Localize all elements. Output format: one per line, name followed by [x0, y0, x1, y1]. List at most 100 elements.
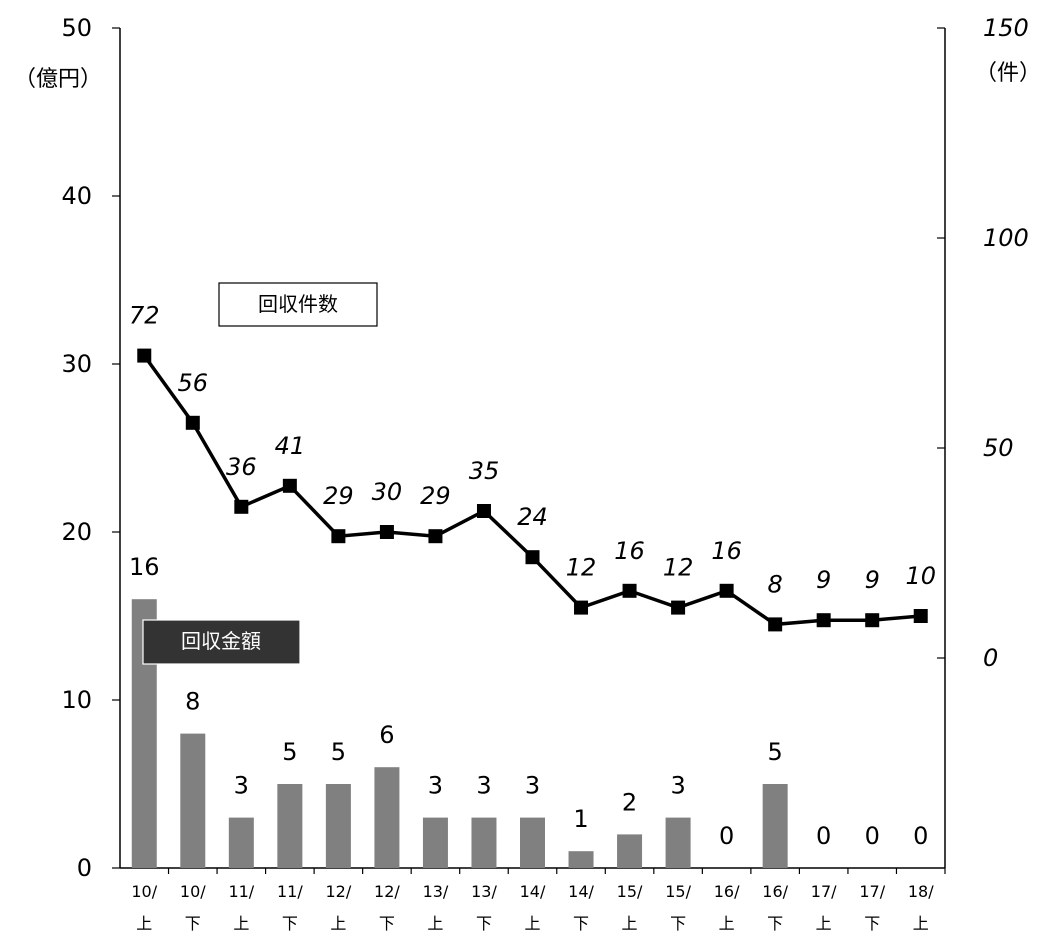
x-tick-label: 11/	[228, 882, 254, 901]
x-tick-label: 17/	[811, 882, 837, 901]
left-tick-label: 10	[61, 686, 92, 714]
x-tick-label: 13/	[471, 882, 497, 901]
legend-bar-box	[142, 619, 301, 665]
line-marker	[622, 583, 637, 598]
line-data-label: 29	[420, 482, 451, 510]
x-tick-label: 13/	[423, 882, 449, 901]
bar-series	[131, 599, 788, 868]
x-tick-label-half: 上	[622, 914, 638, 933]
line-marker	[282, 478, 297, 493]
bar-data-label: 8	[185, 688, 200, 716]
x-tick-label-half: 上	[913, 914, 929, 933]
bar-data-label: 0	[816, 822, 831, 850]
bar-data-label: 3	[670, 772, 685, 800]
x-tick-label-half: 下	[670, 914, 686, 933]
x-tick-label-half: 上	[136, 914, 152, 933]
line-marker	[428, 529, 443, 544]
left-tick-label: 40	[61, 182, 92, 210]
bar	[520, 817, 545, 868]
bar	[277, 784, 303, 868]
x-tick-label-half: 下	[185, 914, 201, 933]
left-tick-label: 30	[61, 350, 92, 378]
line-marker	[865, 613, 880, 628]
line-data-label: 16	[614, 537, 645, 565]
bar-data-label: 3	[476, 772, 491, 800]
line-series	[137, 348, 928, 632]
right-tick-label: 150	[983, 14, 1029, 42]
line-data-label: 12	[566, 554, 597, 582]
bar	[617, 834, 643, 868]
x-tick-label-half: 上	[330, 914, 346, 933]
x-tick-label: 10/	[180, 882, 206, 901]
x-tick-label: 16/	[714, 882, 740, 901]
bar	[325, 784, 351, 868]
line-marker	[574, 600, 589, 615]
x-tick-label-half: 下	[573, 914, 589, 933]
line-marker	[476, 504, 491, 518]
bar	[422, 817, 448, 868]
right-axis-unit: （件）	[975, 61, 1041, 86]
x-tick-label: 12/	[374, 882, 400, 901]
x-tick-label: 11/	[277, 882, 303, 901]
x-tick-label-half: 下	[864, 914, 880, 933]
bar	[471, 817, 497, 868]
line-data-label: 9	[816, 566, 831, 594]
bar-data-label: 1	[573, 805, 588, 833]
line-marker	[185, 415, 200, 430]
line-data-label: 29	[323, 482, 354, 510]
bar-data-label: 16	[129, 553, 160, 581]
x-tick-label-half: 上	[719, 914, 735, 933]
line-marker	[331, 529, 346, 544]
bar-data-label: 0	[719, 822, 734, 850]
x-tick-label: 14/	[568, 882, 594, 901]
x-tick-label-half: 上	[427, 914, 443, 933]
line-data-label: 8	[768, 570, 783, 598]
bar	[665, 817, 691, 868]
bar-data-label: 5	[331, 738, 346, 766]
right-tick-label: 100	[983, 224, 1029, 252]
line-marker	[137, 348, 152, 363]
right-tick-label: 0	[983, 644, 998, 672]
x-tick-label: 12/	[326, 882, 352, 901]
line-data-label: 30	[372, 478, 403, 506]
right-ticks: 0 50 100 150	[937, 14, 1029, 672]
line-marker	[719, 583, 734, 598]
line-data-label: 72	[129, 302, 160, 330]
x-tick-label: 16/	[762, 882, 788, 901]
x-tick-label-half: 下	[767, 914, 783, 933]
x-tick-label-half: 下	[476, 914, 492, 933]
legend-line-box	[218, 282, 378, 327]
bar	[568, 851, 594, 868]
legend-bar-label: 回収金額	[181, 629, 261, 653]
x-tick-label: 15/	[665, 882, 691, 901]
bar	[228, 817, 254, 868]
line-marker	[525, 550, 540, 565]
x-ticks: 10/上 10/下 11/上 11/下 12/上 12/下 13/上 13/下 14/上 14/下…	[131, 868, 946, 933]
line-marker	[913, 609, 928, 623]
line-data-label: 24	[517, 503, 548, 531]
line-labels: 72 56 36 41 29 30 29 35 24 12 16 12 16 8 9 9 10	[129, 302, 936, 599]
line-marker	[379, 525, 394, 539]
line-marker	[671, 600, 686, 615]
bar	[374, 767, 400, 868]
left-axis-unit: （億円）	[14, 67, 102, 92]
right-tick-label: 50	[983, 434, 1014, 462]
bar-data-label: 5	[282, 738, 297, 766]
bar-data-label: 6	[379, 721, 394, 749]
bar	[762, 784, 788, 868]
line-data-label: 36	[226, 453, 257, 481]
axes: （億円） （件）	[14, 28, 1041, 869]
legend-line: 回収件数	[218, 282, 378, 327]
line-data-label: 56	[178, 369, 209, 397]
x-tick-label: 10/	[131, 882, 157, 901]
bar-data-label: 2	[622, 788, 637, 816]
x-tick-label-half: 上	[524, 914, 540, 933]
line-marker	[234, 499, 249, 514]
line-marker	[816, 613, 831, 628]
x-tick-label: 18/	[908, 882, 934, 901]
bar-data-label: 3	[234, 772, 249, 800]
bar-data-label: 5	[768, 738, 783, 766]
line-data-label: 16	[711, 537, 742, 565]
